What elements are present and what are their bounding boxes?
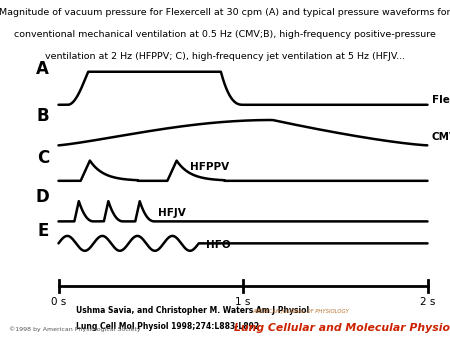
Text: 2 s: 2 s	[420, 297, 435, 308]
Text: ©1998 by American Physiological Society: ©1998 by American Physiological Society	[9, 326, 140, 332]
Text: 0 s: 0 s	[51, 297, 66, 308]
Text: A: A	[36, 60, 49, 78]
Text: Ushma Savia, and Christopher M. Waters Am J Physiol: Ushma Savia, and Christopher M. Waters A…	[76, 306, 310, 315]
Text: Magnitude of vacuum pressure for Flexercell at 30 cpm (A) and typical pressure w: Magnitude of vacuum pressure for Flexerc…	[0, 8, 450, 18]
Text: C: C	[36, 149, 49, 167]
Text: AMERICAN JOURNAL OF PHYSIOLOGY: AMERICAN JOURNAL OF PHYSIOLOGY	[252, 309, 349, 314]
Text: HFJV: HFJV	[158, 208, 186, 218]
Text: D: D	[36, 188, 50, 206]
Text: Lung Cellular and Molecular Physiology: Lung Cellular and Molecular Physiology	[234, 323, 450, 333]
Text: HFO: HFO	[206, 240, 231, 250]
Text: Lung Cell Mol Physiol 1998;274:L883-L892: Lung Cell Mol Physiol 1998;274:L883-L892	[76, 322, 260, 331]
Text: HFPPV: HFPPV	[190, 162, 229, 172]
Text: conventional mechanical ventilation at 0.5 Hz (CMV;B), high-frequency positive-p: conventional mechanical ventilation at 0…	[14, 30, 436, 40]
Text: ventilation at 2 Hz (HFPPV; C), high-frequency jet ventilation at 5 Hz (HFJV...: ventilation at 2 Hz (HFPPV; C), high-fre…	[45, 52, 405, 62]
Text: CMV: CMV	[432, 132, 450, 142]
Text: Flexercell: Flexercell	[432, 95, 450, 105]
Text: B: B	[36, 107, 49, 125]
Text: 1 s: 1 s	[235, 297, 251, 308]
Text: E: E	[37, 222, 49, 240]
